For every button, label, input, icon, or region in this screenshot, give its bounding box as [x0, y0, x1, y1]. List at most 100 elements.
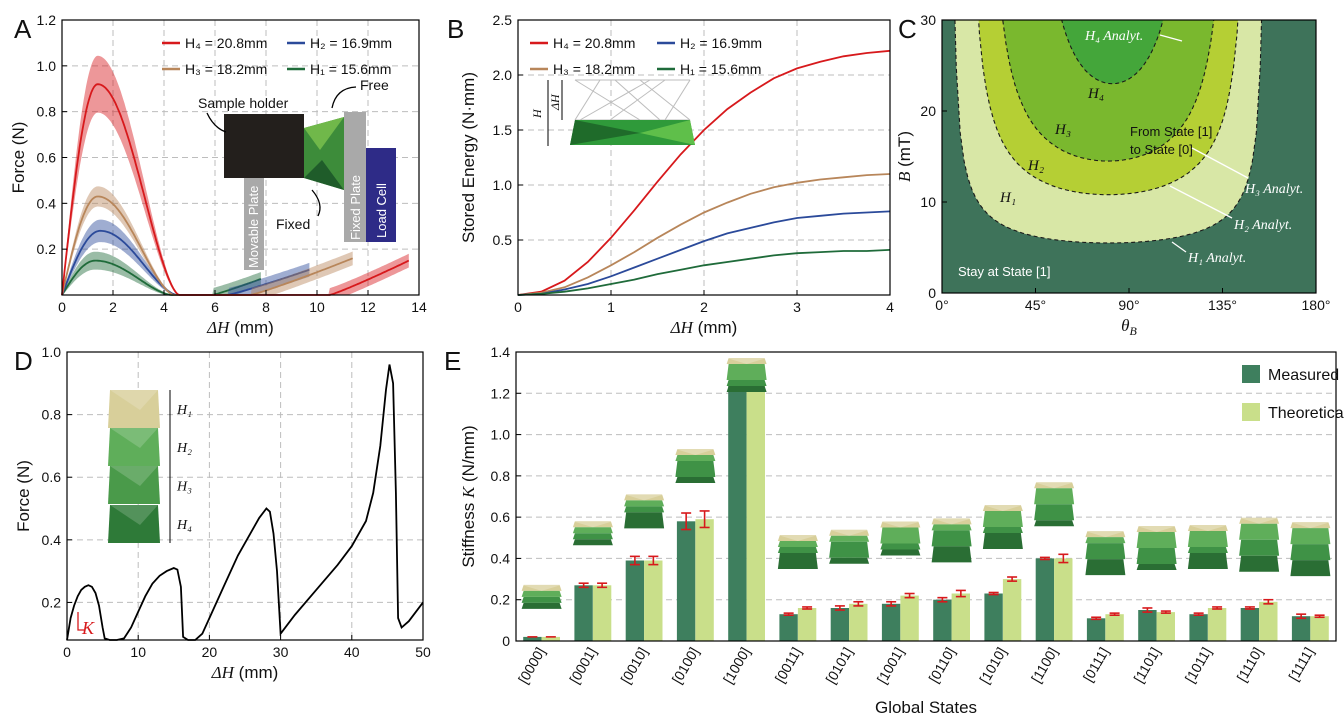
e-ytick-label: 0.6	[491, 509, 511, 525]
e-bar-theoretical	[1105, 614, 1124, 641]
panel-label-c: C	[898, 14, 917, 44]
e-origami-module	[777, 552, 818, 569]
panel-b-stored-energy: 0 1 2 3 4 0.5 1.0 1.5 2.0 2.5 ΔH (mm) Stored Energy…	[459, 12, 894, 337]
c-from-line1: From State [1]	[1130, 124, 1212, 139]
e-origami-facet	[624, 494, 665, 501]
e-bar-measured	[830, 608, 850, 641]
a-origami-facet	[304, 160, 344, 190]
e-origami-module	[624, 500, 665, 507]
e-origami-stack	[931, 518, 972, 563]
d-module-1	[108, 390, 160, 428]
b-inset-edge	[639, 79, 691, 121]
e-origami-stack	[572, 521, 613, 546]
e-bar-measured	[933, 599, 952, 641]
e-category-label: [0011]	[772, 645, 805, 686]
e-origami-module	[1136, 563, 1177, 570]
a-sample-holder-block	[224, 114, 304, 178]
d-module-2	[108, 428, 160, 466]
panel-label-b: B	[447, 14, 464, 44]
e-origami-stack	[726, 358, 767, 392]
d-xtick-label: 10	[130, 644, 146, 660]
e-origami-facet	[1290, 522, 1331, 529]
e-origami-module	[1290, 560, 1331, 577]
e-origami-facet	[982, 505, 1023, 512]
e-origami-module	[1187, 530, 1228, 547]
e-frame	[515, 351, 1337, 642]
a-ytick-label: 1.2	[37, 12, 57, 28]
e-origami-facet	[572, 521, 613, 528]
b-inset-dh-label: ΔH	[548, 93, 562, 111]
a-arrow	[331, 86, 357, 109]
e-legend-measured: Measured	[1268, 367, 1339, 384]
e-ytick-label: 0.4	[491, 550, 511, 566]
a-xtick-label: 6	[211, 299, 219, 315]
c-label-h3-analyt: H₃ Analyt.	[1244, 182, 1303, 197]
e-bar-theoretical	[1259, 601, 1278, 641]
a-xtick-label: 4	[160, 299, 168, 315]
c-ytick-label: 10	[920, 194, 936, 210]
a-ytick-label: 0.2	[37, 241, 57, 257]
c-label-h4: H₄	[1087, 86, 1104, 102]
e-bar-measured	[1138, 610, 1157, 641]
b-line-H1	[517, 249, 891, 296]
e-origami-stack	[1290, 522, 1331, 577]
e-origami-module	[1085, 559, 1126, 576]
e-bar-theoretical	[849, 603, 868, 641]
e-origami-module	[1290, 528, 1331, 545]
e-ytick-label: 1.4	[491, 344, 511, 360]
e-bar-theoretical	[541, 636, 560, 641]
a-movable-plate-label: Movable Plate	[246, 186, 261, 268]
a-arrow	[206, 112, 227, 133]
b-xtick-label: 0	[514, 299, 522, 315]
e-bar-theoretical	[900, 595, 919, 641]
e-origami-module	[572, 527, 613, 534]
panel-label-e: E	[444, 346, 461, 376]
e-origami-stack	[675, 448, 716, 483]
e-bar-measured	[881, 603, 901, 641]
e-legend-swatch-measured	[1242, 365, 1260, 383]
c-label-h4-analyt: H₄ Analyt.	[1084, 29, 1143, 44]
c-xtick-label: 135°	[1208, 297, 1237, 313]
e-category-label: [1010]	[976, 645, 1009, 687]
panel-label-d: D	[14, 346, 33, 376]
c-xlabel: θB	[1121, 316, 1137, 338]
panel-d-force-sequence: 0 10 20 30 40 50 0.2 0.4 0.6 0.8 1.0 ΔH (mm) Force (…	[14, 344, 431, 682]
a-band-H1	[62, 251, 261, 295]
e-bar-measured	[728, 380, 747, 641]
e-origami-module	[1034, 482, 1075, 489]
e-origami-module	[1136, 531, 1177, 548]
e-origami-module	[982, 505, 1023, 512]
a-free-label: Free	[360, 77, 389, 93]
d-height-label-H2: H₂	[176, 441, 192, 456]
d-module-facet	[110, 428, 158, 448]
b-inset-edge	[614, 79, 661, 121]
b-inset-facet	[640, 120, 695, 145]
e-origami-module	[931, 530, 972, 547]
e-origami-module	[675, 460, 716, 477]
c-arrow-h2	[1169, 185, 1233, 219]
e-origami-module	[1239, 555, 1280, 572]
e-origami-module	[880, 549, 921, 556]
c-arrow-h3	[1191, 147, 1249, 179]
e-origami-module	[982, 511, 1023, 528]
e-origami-module	[1290, 544, 1331, 561]
c-label-h3: H₃	[1054, 122, 1071, 138]
a-ytick-label: 1.0	[37, 58, 57, 74]
a-xtick-label: 10	[309, 299, 325, 315]
c-arrow-h4	[1159, 34, 1183, 42]
a-xtick-label: 12	[360, 299, 376, 315]
b-inset-edge	[574, 79, 601, 121]
e-category-label: [0000]	[515, 645, 548, 687]
b-inset-edge	[579, 79, 651, 121]
e-origami-facet	[931, 518, 972, 525]
a-legend-H2: H₂ = 16.9mm	[310, 35, 392, 51]
d-module-4	[108, 505, 160, 543]
a-fixed-plate-label: Fixed Plate	[348, 175, 363, 240]
d-height-label-H1: H₁	[176, 403, 192, 418]
e-origami-module	[777, 540, 818, 547]
b-line-H2	[517, 210, 891, 296]
e-bar-measured	[523, 636, 542, 641]
a-line-H1	[61, 259, 262, 296]
d-ytick-label: 0.2	[42, 594, 62, 610]
a-movable-plate	[244, 178, 264, 270]
